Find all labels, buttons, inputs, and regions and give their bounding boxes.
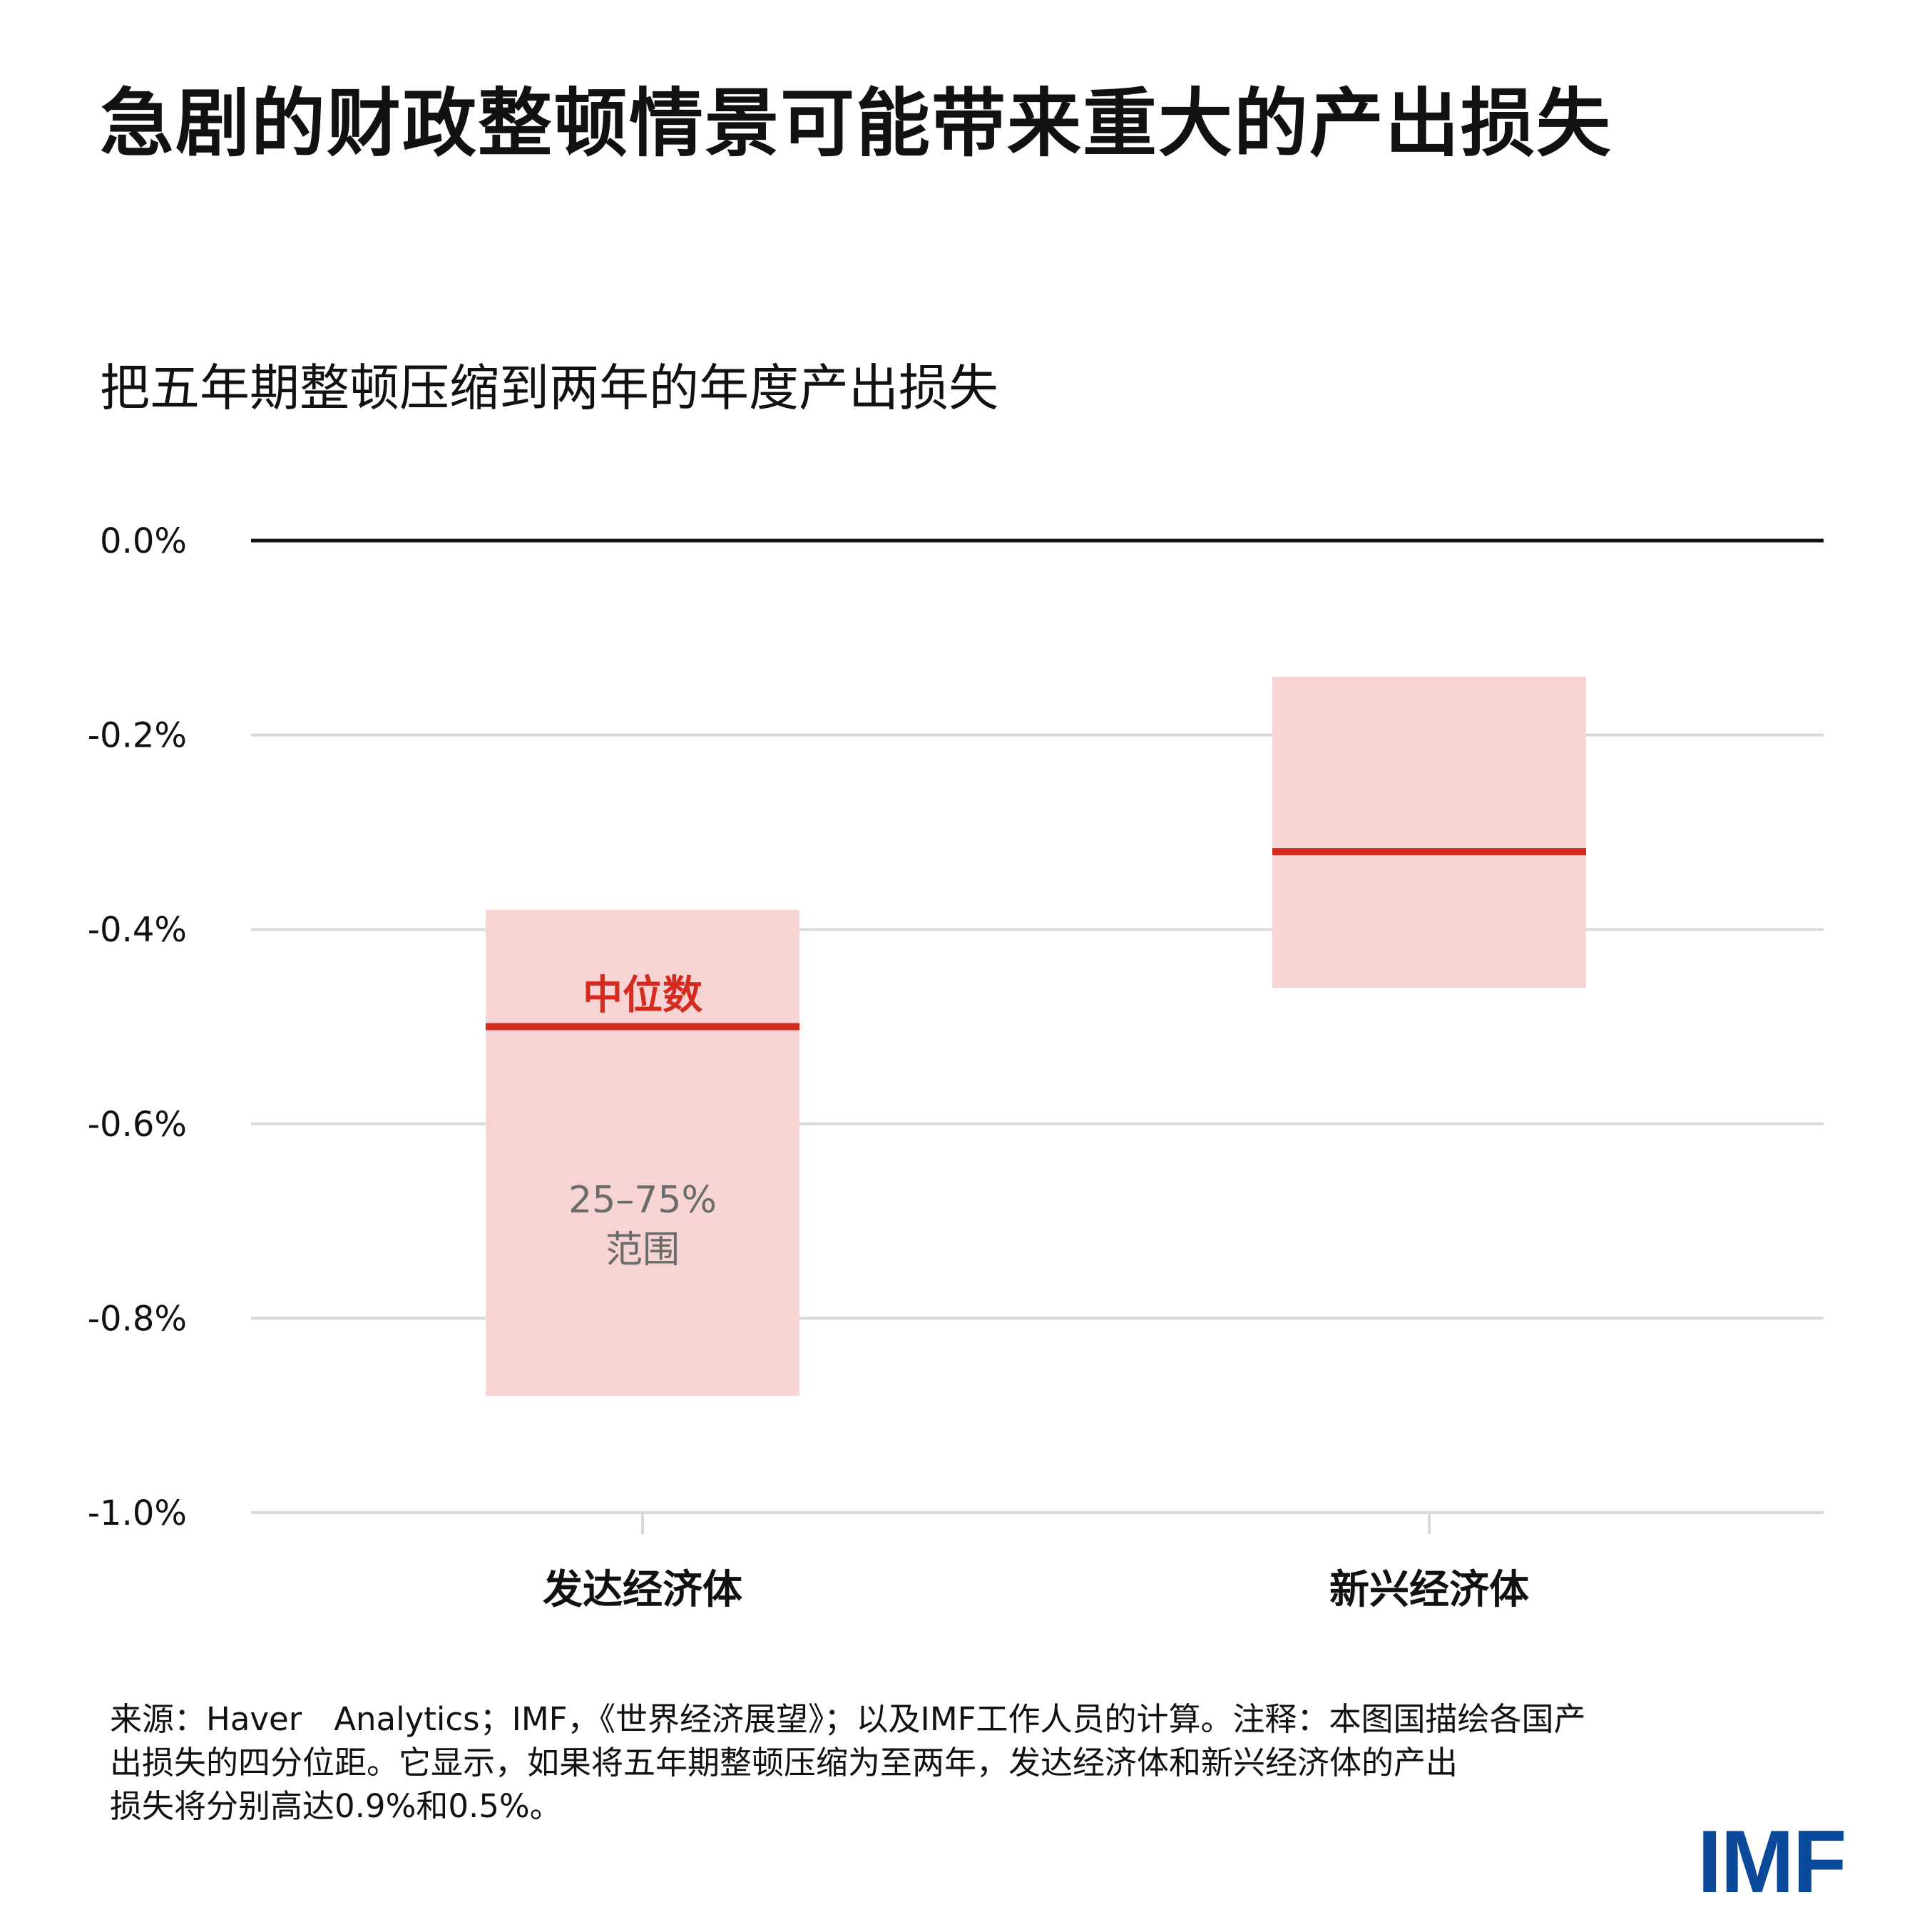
y-tick-label: -0.2% xyxy=(88,716,187,756)
y-tick-label: -0.4% xyxy=(88,910,187,950)
y-tick-label: -0.8% xyxy=(88,1299,187,1339)
chart-title: 急剧的财政整顿情景可能带来重大的产出损失 xyxy=(100,80,1612,167)
median-annotation: 中位数 xyxy=(583,973,702,1019)
y-tick-label: -1.0% xyxy=(88,1493,187,1533)
range-annotation: 25–75% xyxy=(568,1179,717,1222)
y-tick-label: 0.0% xyxy=(100,521,187,561)
footnote-line: 损失将分别高达0.9%和0.5%。 xyxy=(110,1787,562,1825)
footnote-line: 来源：Haver Analytics；IMF，《世界经济展望》；以及IMF工作人… xyxy=(110,1700,1586,1738)
range-bar xyxy=(486,909,799,1396)
x-tick-label: 发达经济体 xyxy=(543,1567,742,1613)
range-bar xyxy=(1272,676,1586,988)
range-annotation: 范围 xyxy=(605,1229,680,1272)
footnote: 来源：Haver Analytics；IMF，《世界经济展望》；以及IMF工作人… xyxy=(110,1697,1643,1828)
y-tick-label: -0.6% xyxy=(88,1105,187,1145)
footnote-line: 出损失的四分位距。它显示，如果将五年期整顿压缩为至两年，发达经济体和新兴经济体的… xyxy=(110,1744,1458,1782)
chart-subtitle: 把五年期整顿压缩到两年的年度产出损失 xyxy=(100,359,998,417)
imf-logo: IMF xyxy=(1697,1813,1846,1911)
x-tick-label: 新兴经济体 xyxy=(1329,1567,1529,1613)
